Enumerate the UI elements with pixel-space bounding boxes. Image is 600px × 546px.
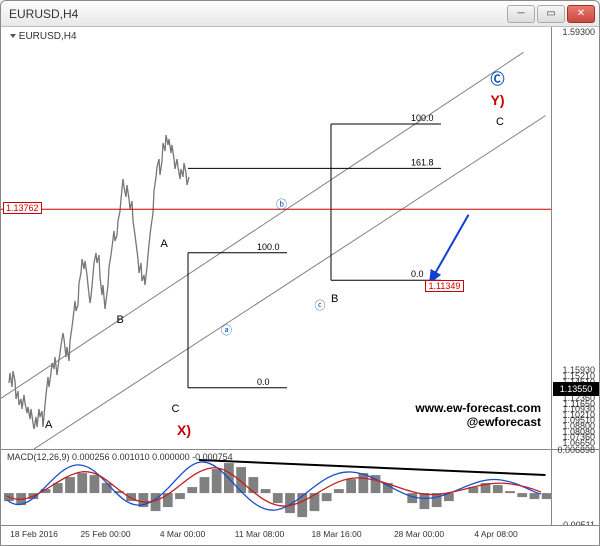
window-title: EURUSD,H4 — [9, 7, 78, 21]
price-y-axis: 1.066501.073601.080801.088001.095101.102… — [551, 27, 599, 449]
indicator-y-axis: 0.006898-0.00511 — [551, 450, 599, 525]
wave-label-blue: ⓒ — [315, 297, 326, 313]
wave-label-big: Y) — [491, 92, 505, 108]
indicator-label: MACD(12,26,9) 0.000256 0.001010 0.000000… — [7, 452, 233, 462]
current-price-tag: 1.13550 — [553, 382, 599, 396]
macd-panel[interactable]: MACD(12,26,9) 0.000256 0.001010 0.000000… — [1, 449, 599, 525]
target-price-box: 1.11349 — [425, 280, 465, 292]
y-tick: 1.15930 — [562, 365, 595, 375]
wave-label: C — [496, 116, 504, 128]
x-tick: 28 Mar 00:00 — [394, 529, 444, 539]
svg-text:0.0: 0.0 — [257, 377, 270, 387]
x-tick: 4 Mar 00:00 — [160, 529, 205, 539]
watermark: www.ew-forecast.com@ewforecast — [415, 401, 541, 429]
watermark-line2: @ewforecast — [415, 415, 541, 429]
chart-pane: EURUSD,H4 0.0100.0161.80.0100.0 1.066501… — [1, 27, 599, 545]
wave-label-blue: ⓐ — [221, 322, 232, 338]
price-chart[interactable]: EURUSD,H4 0.0100.0161.80.0100.0 1.066501… — [1, 27, 599, 449]
y-tick: 1.59300 — [562, 27, 595, 37]
x-tick: 18 Mar 16:00 — [311, 529, 361, 539]
x-tick: 25 Feb 00:00 — [80, 529, 130, 539]
wave-label-big: Ⓒ — [491, 69, 505, 89]
x-tick: 4 Apr 08:00 — [474, 529, 517, 539]
red-price-label: 1.13762 — [3, 202, 42, 214]
maximize-button[interactable]: ▭ — [537, 5, 565, 23]
price-chart-svg: 0.0 100.0 161.8 0.0 100.0 — [1, 27, 551, 449]
minimize-button[interactable]: ─ — [507, 5, 535, 23]
close-button[interactable]: ✕ — [567, 5, 595, 23]
watermark-line1: www.ew-forecast.com — [415, 401, 541, 415]
wave-label: C — [172, 403, 180, 415]
wave-label-blue: ⓑ — [276, 196, 287, 212]
app-window: EURUSD,H4 ─ ▭ ✕ EURUSD,H4 0.0100.0161.80… — [0, 0, 600, 546]
x-tick: 11 Mar 08:00 — [235, 529, 284, 539]
wave-label: B — [331, 293, 338, 305]
svg-text:100.0: 100.0 — [257, 242, 280, 252]
title-bar[interactable]: EURUSD,H4 ─ ▭ ✕ — [1, 1, 599, 27]
svg-text:161.8: 161.8 — [411, 157, 434, 167]
time-x-axis: 18 Feb 2016 25 Feb 00:00 4 Mar 00:00 11 Mar… — [1, 525, 599, 545]
svg-text:100.0: 100.0 — [411, 113, 434, 123]
x-tick: 18 Feb 2016 — [10, 529, 58, 539]
wave-label-big: X) — [177, 422, 191, 438]
indicator-y-tick: 0.006898 — [557, 445, 595, 455]
wave-label: A — [161, 238, 168, 250]
svg-text:0.0: 0.0 — [411, 269, 424, 279]
wave-label: B — [117, 314, 124, 326]
wave-label: A — [45, 419, 52, 431]
